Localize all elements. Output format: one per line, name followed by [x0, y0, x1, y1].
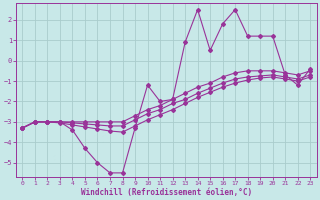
X-axis label: Windchill (Refroidissement éolien,°C): Windchill (Refroidissement éolien,°C) [81, 188, 252, 197]
